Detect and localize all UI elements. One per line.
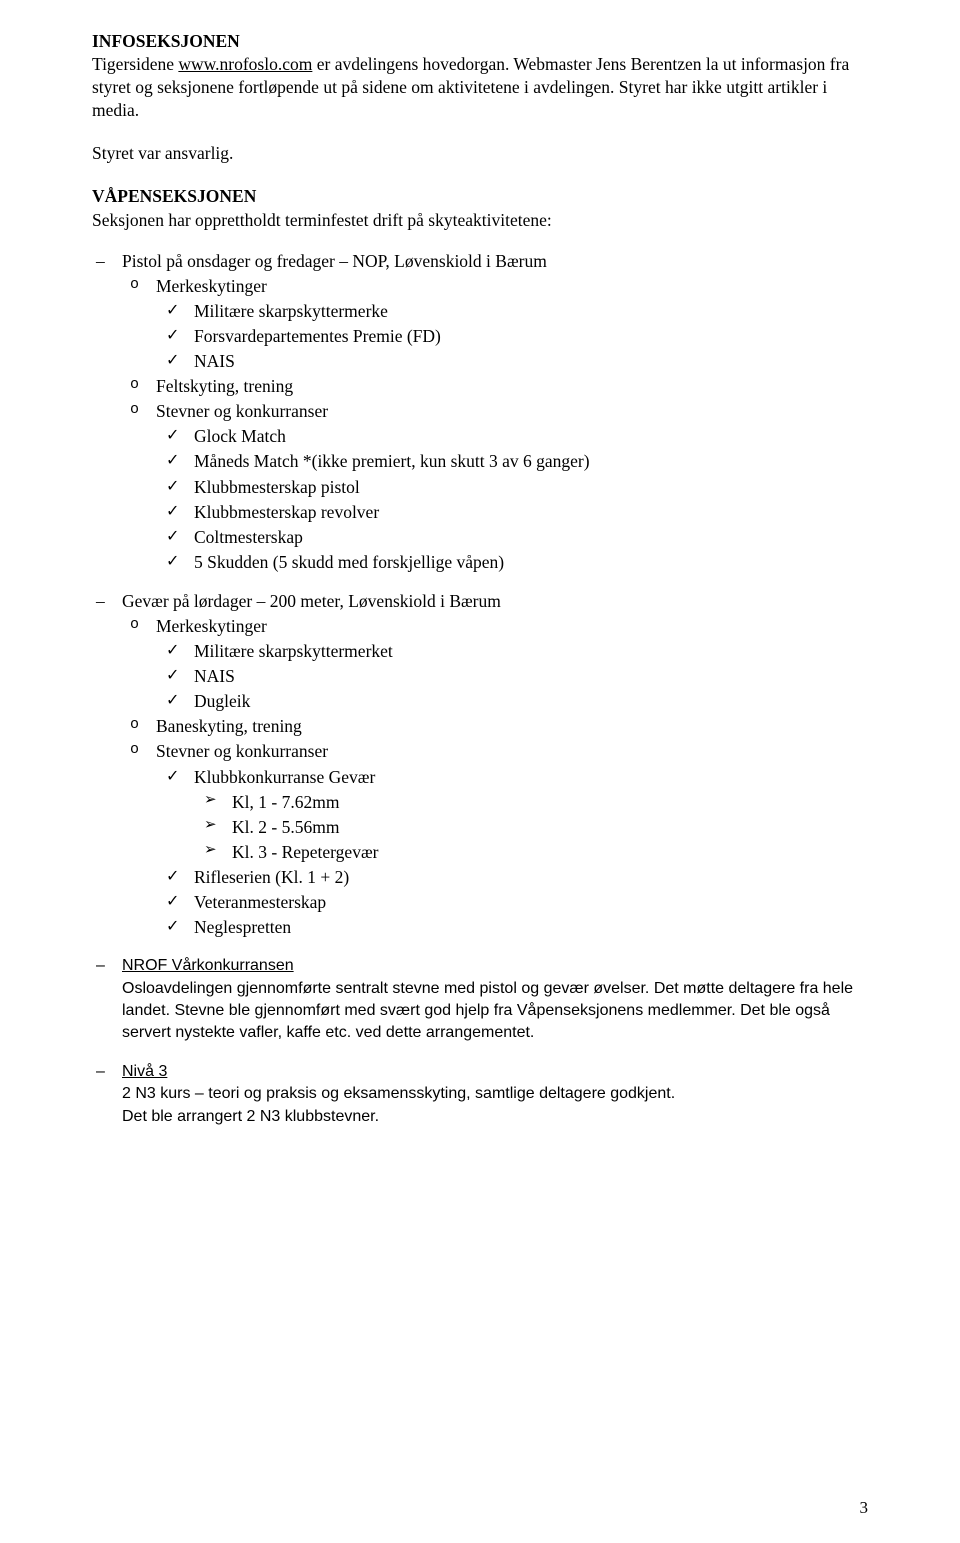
- gevar-sublist: Merkeskytinger Militære skarpskyttermerk…: [122, 615, 868, 939]
- info-section-heading: INFOSEKSJONEN: [92, 30, 868, 53]
- gevar-stevner: Stevner og konkurranser Klubbkonkurranse…: [156, 740, 868, 939]
- pistol-stevner: Stevner og konkurranser Glock Match Måne…: [156, 400, 868, 574]
- varkonkurransen-body: Osloavdelingen gjennomførte sentralt ste…: [122, 980, 853, 1042]
- pistol-merke-label: Merkeskytinger: [156, 276, 267, 296]
- weapons-intro: Seksjonen har opprettholdt terminfestet …: [92, 209, 868, 232]
- weapons-section-heading: VÅPENSEKSJONEN: [92, 185, 868, 208]
- gevar-stevner-label: Stevner og konkurranser: [156, 741, 328, 761]
- niva3-line1: 2 N3 kurs – teori og praksis og eksamens…: [122, 1085, 675, 1102]
- tick-item: Forsvardepartementes Premie (FD): [194, 325, 868, 348]
- gevar-baneskyting: Baneskyting, trening: [156, 715, 868, 738]
- pistol-stevner-items: Glock Match Måneds Match *(ikke premiert…: [156, 425, 868, 574]
- klubbkonkurranse-gevar: Klubbkonkurranse Gevær: [194, 767, 375, 787]
- pistol-merkeskytinger: Merkeskytinger Militære skarpskyttermerk…: [156, 275, 868, 373]
- tick-item: Veteranmesterskap: [194, 891, 868, 914]
- bullet-gevar: Gevær på lørdager – 200 meter, Løvenskio…: [122, 590, 868, 939]
- tick-item: Måneds Match *(ikke premiert, kun skutt …: [194, 450, 868, 473]
- gevar-merkeskytinger: Merkeskytinger Militære skarpskyttermerk…: [156, 615, 868, 713]
- tick-item: Klubbmesterskap revolver: [194, 501, 868, 524]
- tick-item: Glock Match: [194, 425, 868, 448]
- gevar-merke-label: Merkeskytinger: [156, 616, 267, 636]
- arrow-item: Kl. 3 - Repetergevær: [232, 841, 868, 864]
- pistol-feltskyting: Feltskyting, trening: [156, 375, 868, 398]
- bullet-niva3: Nivå 3 2 N3 kurs – teori og praksis og e…: [122, 1061, 868, 1128]
- tick-item: Neglespretten: [194, 916, 868, 939]
- tick-item: Militære skarpskyttermerke: [194, 300, 868, 323]
- tick-item: NAIS: [194, 665, 868, 688]
- info-paragraph-1: Tigersidene www.nrofoslo.com er avdeling…: [92, 53, 868, 122]
- arrow-item: Kl. 2 - 5.56mm: [232, 816, 868, 839]
- tick-item: Militære skarpskyttermerket: [194, 640, 868, 663]
- page-number: 3: [860, 1497, 869, 1519]
- tick-item: Rifleserien (Kl. 1 + 2): [194, 866, 868, 889]
- info-link: www.nrofoslo.com: [178, 54, 312, 74]
- tick-item: NAIS: [194, 350, 868, 373]
- klubbkonkurranse-classes: Kl, 1 - 7.62mm Kl. 2 - 5.56mm Kl. 3 - Re…: [194, 791, 868, 864]
- bullet-pistol: Pistol på onsdager og fredager – NOP, Lø…: [122, 250, 868, 574]
- arrow-item: Kl, 1 - 7.62mm: [232, 791, 868, 814]
- tick-item: Dugleik: [194, 690, 868, 713]
- pistol-sublist: Merkeskytinger Militære skarpskyttermerk…: [122, 275, 868, 574]
- bullet-pistol-title: Pistol på onsdager og fredager – NOP, Lø…: [122, 251, 547, 271]
- niva3-line2: Det ble arrangert 2 N3 klubbstevner.: [122, 1108, 379, 1125]
- tick-item: Klubbkonkurranse Gevær Kl, 1 - 7.62mm Kl…: [194, 766, 868, 864]
- gevar-merke-items: Militære skarpskyttermerket NAIS Dugleik: [156, 640, 868, 713]
- niva3-title: Nivå 3: [122, 1063, 167, 1080]
- info-p1-a: Tigersidene: [92, 54, 178, 74]
- varkonkurransen-title: NROF Vårkonkurransen: [122, 957, 294, 974]
- pistol-stevner-label: Stevner og konkurranser: [156, 401, 328, 421]
- bullet-varkonkurransen: NROF Vårkonkurransen Osloavdelingen gjen…: [122, 955, 868, 1045]
- tick-item: Coltmesterskap: [194, 526, 868, 549]
- tick-item: Klubbmesterskap pistol: [194, 476, 868, 499]
- info-paragraph-2: Styret var ansvarlig.: [92, 142, 868, 165]
- gevar-stevner-items: Klubbkonkurranse Gevær Kl, 1 - 7.62mm Kl…: [156, 766, 868, 940]
- pistol-merke-items: Militære skarpskyttermerke Forsvardepart…: [156, 300, 868, 373]
- bullet-gevar-title: Gevær på lørdager – 200 meter, Løvenskio…: [122, 591, 501, 611]
- main-bullet-list: Pistol på onsdager og fredager – NOP, Lø…: [92, 250, 868, 1128]
- tick-item: 5 Skudden (5 skudd med forskjellige våpe…: [194, 551, 868, 574]
